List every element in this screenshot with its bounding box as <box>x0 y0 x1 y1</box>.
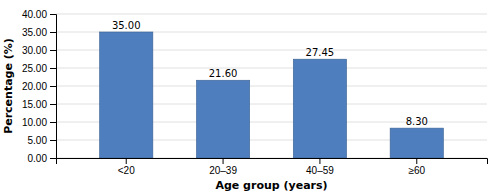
y-tick-label: 0.00 <box>28 153 48 164</box>
data-label: 27.45 <box>306 47 335 58</box>
y-tick-mark <box>50 158 56 159</box>
grid <box>56 14 487 158</box>
y-tick-mark <box>50 68 56 69</box>
x-tick: 40–59 <box>306 158 334 176</box>
bar <box>100 32 153 158</box>
y-tick-mark <box>50 86 56 87</box>
y-tick: 15.00 <box>22 99 56 110</box>
x-tick-label: 40–59 <box>306 165 334 176</box>
y-axis-title: Percentage (%) <box>2 38 15 134</box>
bars <box>100 32 444 158</box>
chart-svg: 0.00 5.00 10.00 15.00 20.00 25.00 30.00 35.00 40… <box>0 0 499 194</box>
x-tick-mark <box>416 158 417 164</box>
y-tick-label: 10.00 <box>22 117 47 128</box>
y-tick: 30.00 <box>22 45 56 56</box>
x-tick-mark <box>319 158 320 164</box>
data-label: 35.00 <box>112 20 141 31</box>
y-tick: 25.00 <box>22 63 56 74</box>
y-tick-label: 25.00 <box>22 63 47 74</box>
x-axis: <20 20–39 40–59 ≥60 <box>57 158 488 176</box>
bar <box>196 80 249 158</box>
y-tick-label: 20.00 <box>22 81 47 92</box>
y-tick: 5.00 <box>28 135 56 146</box>
data-labels: 35.00 21.60 27.45 8.30 <box>112 20 428 127</box>
x-tick-label: <20 <box>118 165 135 176</box>
x-axis-title: Age group (years) <box>215 179 327 192</box>
bar <box>293 59 346 158</box>
y-axis: 0.00 5.00 10.00 15.00 20.00 25.00 30.00 35.00 40… <box>22 9 57 164</box>
y-tick: 20.00 <box>22 81 56 92</box>
x-tick: ≥60 <box>408 158 425 176</box>
y-tick: 0.00 <box>28 153 56 164</box>
y-axis-line <box>50 15 57 159</box>
x-tick-mark <box>126 158 127 164</box>
grid-line <box>56 14 487 15</box>
x-tick-label: ≥60 <box>408 165 425 176</box>
x-axis-line <box>57 159 488 165</box>
y-tick-label: 30.00 <box>22 45 47 56</box>
data-label: 21.60 <box>209 68 238 79</box>
plot-area: 0.00 5.00 10.00 15.00 20.00 25.00 30.00 35.00 40… <box>22 9 488 176</box>
data-label: 8.30 <box>406 116 428 127</box>
y-tick-label: 15.00 <box>22 99 47 110</box>
y-tick-mark <box>50 104 56 105</box>
y-tick-mark <box>50 14 56 15</box>
y-tick-label: 5.00 <box>28 135 48 146</box>
y-tick: 40.00 <box>22 9 56 20</box>
y-tick: 35.00 <box>22 27 56 38</box>
chart-container: 0.00 5.00 10.00 15.00 20.00 25.00 30.00 35.00 40… <box>0 0 499 194</box>
bar <box>390 128 443 158</box>
y-tick-mark <box>50 122 56 123</box>
y-tick-mark <box>50 140 56 141</box>
x-tick: 20–39 <box>209 158 237 176</box>
x-tick-label: 20–39 <box>209 165 237 176</box>
y-tick-label: 40.00 <box>22 9 47 20</box>
x-tick-mark <box>223 158 224 164</box>
y-tick: 10.00 <box>22 117 56 128</box>
y-tick-mark <box>50 50 56 51</box>
y-tick-mark <box>50 32 56 33</box>
x-tick: <20 <box>118 158 135 176</box>
y-tick-label: 35.00 <box>22 27 47 38</box>
